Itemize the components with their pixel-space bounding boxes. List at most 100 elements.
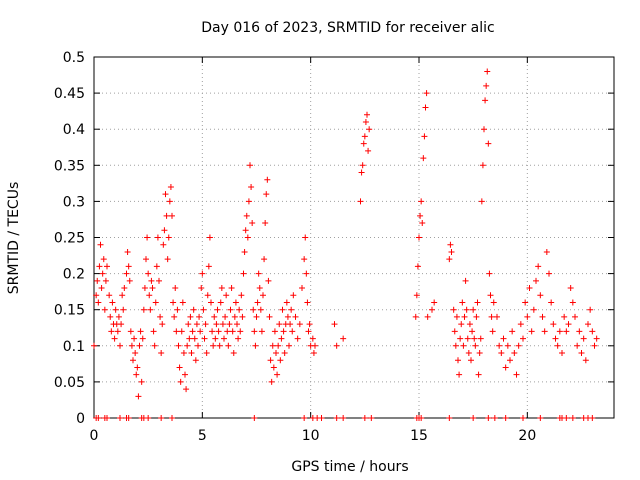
data-point xyxy=(252,342,259,349)
data-point xyxy=(450,306,457,313)
data-point xyxy=(462,277,469,284)
data-point xyxy=(205,263,212,270)
data-point xyxy=(550,321,557,328)
data-point xyxy=(458,321,465,328)
data-point xyxy=(591,342,598,349)
data-point xyxy=(365,147,372,154)
data-point xyxy=(100,256,107,263)
data-point xyxy=(269,342,276,349)
y-tick-label: 0.5 xyxy=(63,50,85,66)
data-point xyxy=(511,350,518,357)
data-point xyxy=(204,292,211,299)
data-point xyxy=(530,306,537,313)
y-tick-label: 0.1 xyxy=(63,339,85,355)
data-point xyxy=(281,350,288,357)
data-point xyxy=(236,306,243,313)
data-point xyxy=(299,285,305,292)
data-point xyxy=(121,285,128,292)
data-point xyxy=(253,313,260,320)
data-point xyxy=(263,191,270,198)
data-point xyxy=(191,335,198,342)
data-point xyxy=(578,350,585,357)
data-point xyxy=(104,415,110,421)
data-point xyxy=(472,342,479,349)
data-point xyxy=(111,335,118,342)
data-point xyxy=(199,270,206,277)
data-point xyxy=(567,285,574,292)
data-point xyxy=(242,227,249,234)
data-point xyxy=(231,313,238,320)
data-point xyxy=(118,321,125,328)
data-point xyxy=(228,285,235,292)
data-point xyxy=(302,234,309,241)
data-point xyxy=(112,306,119,313)
data-point xyxy=(582,357,589,364)
data-point xyxy=(99,270,106,277)
x-tick-label: 15 xyxy=(410,428,428,444)
data-point xyxy=(422,104,429,111)
data-point xyxy=(250,306,257,313)
data-point xyxy=(167,183,174,190)
data-point xyxy=(463,306,470,313)
data-point xyxy=(431,299,438,306)
data-point xyxy=(589,328,596,335)
data-point xyxy=(120,306,127,313)
data-point xyxy=(247,162,253,169)
data-point xyxy=(457,335,464,342)
data-point xyxy=(202,321,209,328)
data-point xyxy=(198,285,205,292)
data-point xyxy=(163,212,170,219)
x-tick-label: 5 xyxy=(198,428,207,444)
y-tick-label: 0.35 xyxy=(54,158,85,174)
data-point xyxy=(139,335,146,342)
data-point xyxy=(509,328,516,335)
data-point xyxy=(483,82,490,89)
data-point xyxy=(502,415,509,421)
data-point xyxy=(201,335,208,342)
data-point xyxy=(187,313,194,320)
data-point xyxy=(186,335,193,342)
data-point xyxy=(537,415,544,421)
data-point xyxy=(159,321,166,328)
data-point xyxy=(171,313,178,320)
data-point xyxy=(303,270,310,277)
data-point xyxy=(277,357,284,364)
data-point xyxy=(157,313,164,320)
data-point xyxy=(146,292,153,299)
data-point xyxy=(362,118,369,125)
data-point xyxy=(470,415,477,421)
data-point xyxy=(152,299,159,306)
data-point xyxy=(179,299,186,306)
data-point xyxy=(270,364,277,371)
data-point xyxy=(133,371,140,378)
data-point xyxy=(188,350,195,357)
data-point xyxy=(170,299,177,306)
data-point xyxy=(271,328,278,335)
y-tick-label: 0.25 xyxy=(54,231,85,247)
data-point xyxy=(576,328,583,335)
data-point xyxy=(482,97,489,104)
data-point xyxy=(301,256,308,263)
data-point xyxy=(115,313,122,320)
y-tick-label: 0.15 xyxy=(54,303,85,319)
data-point xyxy=(475,371,482,378)
data-point xyxy=(366,126,373,133)
data-point xyxy=(333,342,340,349)
data-point xyxy=(451,328,458,335)
data-point xyxy=(488,313,495,320)
data-point xyxy=(561,313,568,320)
data-point xyxy=(478,198,485,205)
data-point xyxy=(257,306,264,313)
data-point xyxy=(471,335,478,342)
data-point xyxy=(423,90,430,97)
data-point xyxy=(340,415,347,421)
data-point xyxy=(490,299,497,306)
data-point xyxy=(196,313,203,320)
data-point xyxy=(114,328,121,335)
x-axis-label: GPS time / hours xyxy=(291,459,408,475)
data-point xyxy=(173,328,180,335)
data-point xyxy=(183,386,190,393)
x-tick-label: 20 xyxy=(518,428,536,444)
data-point xyxy=(331,321,338,328)
data-points xyxy=(91,68,600,421)
